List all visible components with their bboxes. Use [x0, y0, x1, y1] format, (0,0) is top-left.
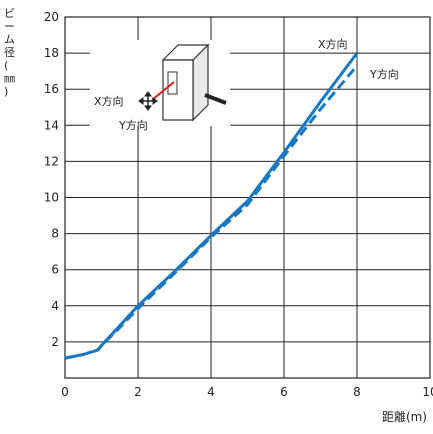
- x-tick-label: 4: [207, 385, 215, 399]
- y-tick-label: 18: [44, 46, 59, 60]
- plot-frame: [64, 16, 431, 379]
- y-tick-label: 6: [51, 263, 59, 277]
- x-tick-label: 2: [134, 385, 142, 399]
- x-tick-label: 10: [422, 385, 433, 399]
- y-axis-title-char: 径: [4, 46, 15, 59]
- y-axis-title-char: ー: [4, 20, 15, 33]
- x-tick-label: 0: [61, 385, 69, 399]
- inset-y-direction-label: Y方向: [118, 118, 148, 132]
- series-label-x-direction: X方向: [318, 37, 348, 51]
- laser-beam: [151, 81, 175, 101]
- y-axis-title-char: ビ: [4, 7, 15, 20]
- sensor-inset: X方向 Y方向: [90, 40, 230, 132]
- y-tick-label: 2: [51, 335, 59, 349]
- series-line-y-direction: [64, 64, 359, 360]
- y-axis-title-char: ): [4, 85, 9, 98]
- sensor-cable: [204, 93, 227, 105]
- y-tick-label: 8: [51, 227, 59, 241]
- inset-x-direction-label: X方向: [94, 94, 124, 108]
- y-tick-label: 12: [44, 154, 59, 168]
- series-label-y-direction: Y方向: [369, 67, 399, 81]
- y-axis-title-char: ㎜: [4, 72, 15, 85]
- x-axis-title: 距離(m): [381, 410, 427, 424]
- x-tick-label: 8: [353, 385, 361, 399]
- y-tick-label: 10: [44, 191, 59, 205]
- series-lines: [64, 52, 359, 360]
- direction-arrows-icon: [138, 91, 158, 111]
- y-axis-title-char: (: [4, 59, 9, 72]
- y-tick-label: 20: [44, 10, 59, 24]
- y-tick-label: 16: [44, 82, 59, 96]
- y-axis-title-char: ム: [4, 33, 15, 46]
- y-tick-label: 4: [51, 299, 59, 313]
- y-tick-label: 14: [44, 118, 59, 132]
- axis-ticks: 0 2 4 6 8 10 2 4 6 8 10 12 14 16 18 20: [44, 10, 433, 399]
- x-tick-label: 6: [280, 385, 288, 399]
